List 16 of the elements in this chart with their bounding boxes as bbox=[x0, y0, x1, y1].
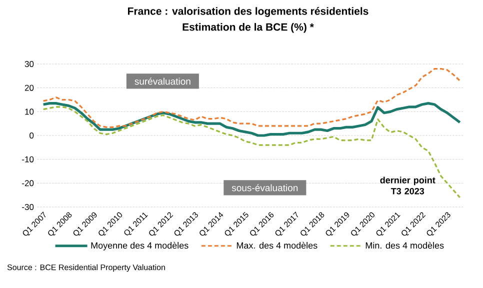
y-tick-label: 20 bbox=[24, 84, 34, 91]
legend-label: Max. des 4 modèles bbox=[236, 242, 318, 249]
legend-label: Min. des 4 modèles bbox=[366, 242, 444, 249]
annotation: sous-évaluation bbox=[232, 184, 298, 192]
y-tick-label: -30 bbox=[22, 204, 34, 210]
y-tick-label: -10 bbox=[22, 156, 34, 162]
legend-label: Moyenne des 4 modèles bbox=[91, 242, 188, 250]
chart-title: France : valorisation des logements résidentiels bbox=[128, 7, 368, 17]
y-tick-label: 30 bbox=[24, 60, 34, 68]
y-tick-label: -20 bbox=[22, 180, 34, 186]
y-tick-label: 10 bbox=[25, 108, 34, 115]
y-tick-label: 0 bbox=[30, 132, 34, 139]
annotation: dernier point T3 2023 bbox=[380, 176, 436, 194]
annotation: surévaluation bbox=[134, 78, 190, 85]
chart-subtitle: Estimation de la BCE (%) * bbox=[182, 23, 314, 33]
source-note: Source : BCE Residential Property Valuation bbox=[7, 264, 165, 272]
